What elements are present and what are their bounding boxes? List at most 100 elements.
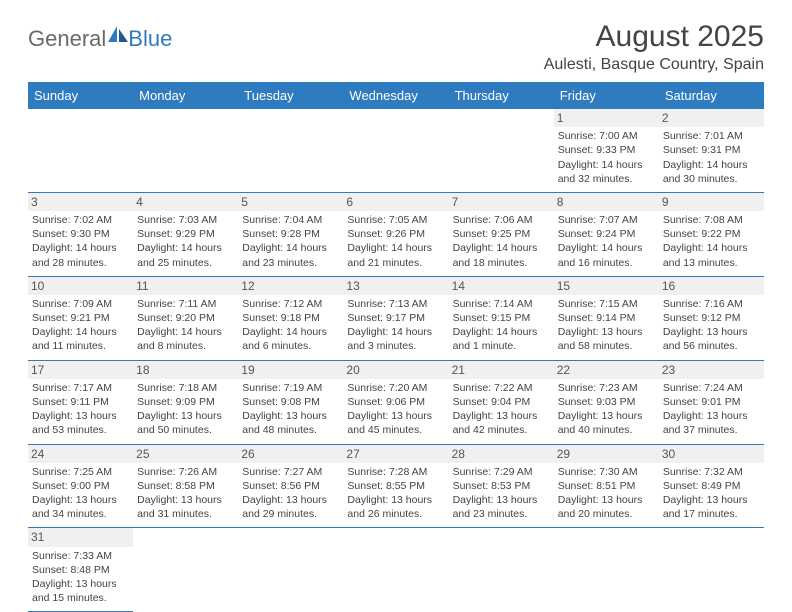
calendar-cell: 18Sunrise: 7:18 AMSunset: 9:09 PMDayligh…: [133, 360, 238, 444]
day-number: 28: [449, 445, 554, 463]
sunset-text: Sunset: 9:25 PM: [453, 227, 550, 241]
calendar-table: Sunday Monday Tuesday Wednesday Thursday…: [28, 82, 764, 612]
calendar-cell: [133, 109, 238, 192]
calendar-cell: [554, 528, 659, 612]
day-number: 29: [554, 445, 659, 463]
sunset-text: Sunset: 8:56 PM: [242, 479, 339, 493]
daylight-text: Daylight: 14 hours: [453, 241, 550, 255]
day-number: 6: [343, 193, 448, 211]
daylight-text: and 8 minutes.: [137, 339, 234, 353]
day-header: Wednesday: [343, 82, 448, 109]
daylight-text: Daylight: 13 hours: [558, 493, 655, 507]
month-title: August 2025: [544, 20, 764, 54]
day-number: 8: [554, 193, 659, 211]
day-number: 17: [28, 361, 133, 379]
daylight-text: Daylight: 13 hours: [32, 409, 129, 423]
day-number: 14: [449, 277, 554, 295]
sunset-text: Sunset: 9:03 PM: [558, 395, 655, 409]
daylight-text: Daylight: 13 hours: [32, 493, 129, 507]
daylight-text: and 32 minutes.: [558, 172, 655, 186]
calendar-cell: 20Sunrise: 7:20 AMSunset: 9:06 PMDayligh…: [343, 360, 448, 444]
sunrise-text: Sunrise: 7:07 AM: [558, 213, 655, 227]
daylight-text: and 50 minutes.: [137, 423, 234, 437]
daylight-text: and 13 minutes.: [663, 256, 760, 270]
daylight-text: and 29 minutes.: [242, 507, 339, 521]
sunset-text: Sunset: 9:18 PM: [242, 311, 339, 325]
day-number: 30: [659, 445, 764, 463]
day-header: Sunday: [28, 82, 133, 109]
daylight-text: and 37 minutes.: [663, 423, 760, 437]
sunset-text: Sunset: 9:08 PM: [242, 395, 339, 409]
sunrise-text: Sunrise: 7:09 AM: [32, 297, 129, 311]
sunrise-text: Sunrise: 7:13 AM: [347, 297, 444, 311]
calendar-cell: 26Sunrise: 7:27 AMSunset: 8:56 PMDayligh…: [238, 444, 343, 528]
daylight-text: Daylight: 13 hours: [32, 577, 129, 591]
sunset-text: Sunset: 9:06 PM: [347, 395, 444, 409]
calendar-cell: 19Sunrise: 7:19 AMSunset: 9:08 PMDayligh…: [238, 360, 343, 444]
calendar-cell: 22Sunrise: 7:23 AMSunset: 9:03 PMDayligh…: [554, 360, 659, 444]
daylight-text: and 16 minutes.: [558, 256, 655, 270]
daylight-text: Daylight: 14 hours: [242, 241, 339, 255]
calendar-cell: [133, 528, 238, 612]
sunset-text: Sunset: 9:33 PM: [558, 143, 655, 157]
day-number: 24: [28, 445, 133, 463]
day-number: 15: [554, 277, 659, 295]
sunrise-text: Sunrise: 7:27 AM: [242, 465, 339, 479]
daylight-text: and 40 minutes.: [558, 423, 655, 437]
sunrise-text: Sunrise: 7:17 AM: [32, 381, 129, 395]
calendar-cell: 1Sunrise: 7:00 AMSunset: 9:33 PMDaylight…: [554, 109, 659, 192]
daylight-text: and 26 minutes.: [347, 507, 444, 521]
calendar-cell: 29Sunrise: 7:30 AMSunset: 8:51 PMDayligh…: [554, 444, 659, 528]
sunset-text: Sunset: 9:21 PM: [32, 311, 129, 325]
daylight-text: and 48 minutes.: [242, 423, 339, 437]
day-number: 1: [554, 109, 659, 127]
daylight-text: and 25 minutes.: [137, 256, 234, 270]
daylight-text: Daylight: 13 hours: [137, 409, 234, 423]
calendar-cell: [659, 528, 764, 612]
calendar-cell: 5Sunrise: 7:04 AMSunset: 9:28 PMDaylight…: [238, 192, 343, 276]
sunrise-text: Sunrise: 7:03 AM: [137, 213, 234, 227]
daylight-text: Daylight: 13 hours: [663, 409, 760, 423]
day-number: 2: [659, 109, 764, 127]
daylight-text: and 23 minutes.: [453, 507, 550, 521]
daylight-text: and 20 minutes.: [558, 507, 655, 521]
daylight-text: Daylight: 13 hours: [347, 493, 444, 507]
sunrise-text: Sunrise: 7:23 AM: [558, 381, 655, 395]
daylight-text: and 18 minutes.: [453, 256, 550, 270]
day-header-row: Sunday Monday Tuesday Wednesday Thursday…: [28, 82, 764, 109]
sunset-text: Sunset: 9:29 PM: [137, 227, 234, 241]
calendar-row: 24Sunrise: 7:25 AMSunset: 9:00 PMDayligh…: [28, 444, 764, 528]
daylight-text: Daylight: 13 hours: [558, 409, 655, 423]
calendar-cell: [238, 109, 343, 192]
day-number: 25: [133, 445, 238, 463]
daylight-text: and 6 minutes.: [242, 339, 339, 353]
daylight-text: Daylight: 13 hours: [663, 493, 760, 507]
daylight-text: Daylight: 13 hours: [453, 493, 550, 507]
sunset-text: Sunset: 9:01 PM: [663, 395, 760, 409]
calendar-cell: 7Sunrise: 7:06 AMSunset: 9:25 PMDaylight…: [449, 192, 554, 276]
sunset-text: Sunset: 9:20 PM: [137, 311, 234, 325]
calendar-cell: [28, 109, 133, 192]
calendar-row: 31Sunrise: 7:33 AMSunset: 8:48 PMDayligh…: [28, 528, 764, 612]
sunrise-text: Sunrise: 7:26 AM: [137, 465, 234, 479]
calendar-cell: 3Sunrise: 7:02 AMSunset: 9:30 PMDaylight…: [28, 192, 133, 276]
day-header: Saturday: [659, 82, 764, 109]
day-number: 10: [28, 277, 133, 295]
daylight-text: Daylight: 14 hours: [137, 325, 234, 339]
day-number: 3: [28, 193, 133, 211]
sunrise-text: Sunrise: 7:04 AM: [242, 213, 339, 227]
logo-text-2: Blue: [128, 26, 172, 52]
sunset-text: Sunset: 9:14 PM: [558, 311, 655, 325]
calendar-cell: 27Sunrise: 7:28 AMSunset: 8:55 PMDayligh…: [343, 444, 448, 528]
sunrise-text: Sunrise: 7:16 AM: [663, 297, 760, 311]
daylight-text: Daylight: 14 hours: [558, 241, 655, 255]
sunrise-text: Sunrise: 7:28 AM: [347, 465, 444, 479]
day-header: Thursday: [449, 82, 554, 109]
calendar-cell: 16Sunrise: 7:16 AMSunset: 9:12 PMDayligh…: [659, 276, 764, 360]
sunset-text: Sunset: 9:31 PM: [663, 143, 760, 157]
title-block: August 2025 Aulesti, Basque Country, Spa…: [544, 20, 764, 74]
logo: General Blue: [28, 26, 172, 52]
sunrise-text: Sunrise: 7:12 AM: [242, 297, 339, 311]
calendar-row: 1Sunrise: 7:00 AMSunset: 9:33 PMDaylight…: [28, 109, 764, 192]
day-number: 7: [449, 193, 554, 211]
